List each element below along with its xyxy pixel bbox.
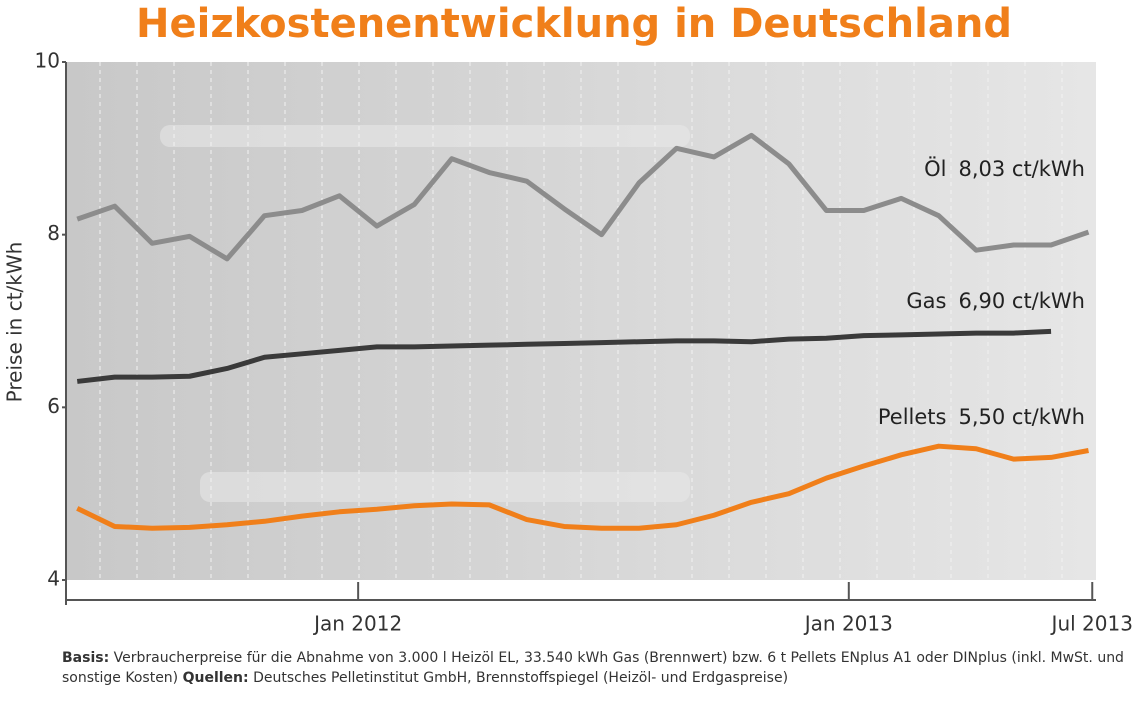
line-series	[76, 328, 1052, 384]
y-tick-label: 4	[47, 567, 60, 591]
footnote: Basis: Verbraucherpreise für die Abnahme…	[62, 648, 1137, 688]
note-text: Deutsches Pelletinstitut GmbH, Brennstof…	[248, 670, 789, 686]
y-tick-label: 8	[47, 221, 60, 245]
x-tick-label: Jan 2013	[803, 612, 893, 636]
note-text: Verbraucherpreise für die Abnahme von 3.…	[62, 650, 1124, 686]
series-name: Pellets	[878, 405, 947, 429]
chart-title: Heizkostenentwicklung in Deutschland	[136, 1, 1012, 47]
series-end-label: 6,90 ct/kWh	[958, 289, 1085, 313]
series-end-label: 8,03 ct/kWh	[958, 157, 1085, 181]
note-bold: Basis:	[62, 650, 110, 666]
x-tick-label: Jan 2012	[312, 612, 402, 636]
note-bold: Quellen:	[182, 670, 249, 686]
series-label: Öl 8,03 ct/kWh	[924, 156, 1085, 181]
series-name: Öl	[924, 156, 946, 181]
y-tick-label: 6	[47, 394, 60, 418]
series-end-label: 5,50 ct/kWh	[958, 405, 1085, 429]
series-label: Gas 6,90 ct/kWh	[906, 289, 1085, 313]
chart: Heizkostenentwicklung in Deutschland Pre…	[3, 1, 1133, 636]
x-tick-label: Jul 2013	[1050, 612, 1133, 636]
y-axis-label: Preise in ct/kWh	[3, 242, 27, 403]
line-series	[76, 132, 1090, 262]
y-tick-label: 10	[35, 49, 60, 73]
series-name: Gas	[906, 289, 946, 313]
series-label: Pellets 5,50 ct/kWh	[878, 405, 1085, 429]
line-series	[76, 443, 1089, 531]
